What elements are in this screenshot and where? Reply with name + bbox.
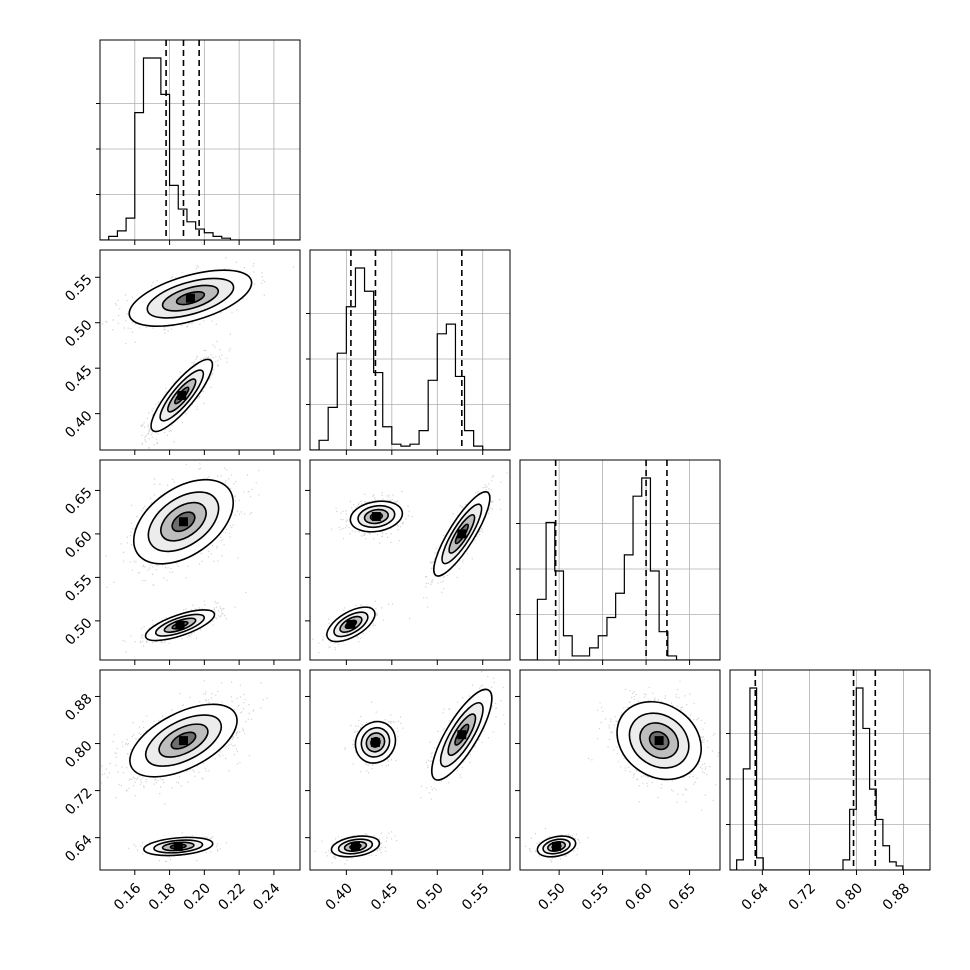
- scatter-frame-2-0: [99, 459, 301, 661]
- density-peak-2-1-1: [457, 529, 467, 539]
- panels-layer: 0.16 0.18 0.20 0.22 0.24 0.40 0.45 0.50 0.55 0.50…: [62, 39, 931, 914]
- scatter-frame-2-1: [309, 459, 511, 661]
- yticklabel-3-2: 0.80: [62, 738, 95, 771]
- xticklabel-2-3: 0.65: [666, 880, 699, 913]
- hist-panel-2: [516, 459, 721, 661]
- hist-1-frame: [309, 249, 511, 451]
- hist-3-frame: [729, 669, 931, 871]
- yticklabel-2-3: 0.65: [62, 485, 95, 518]
- yticklabel-2-0: 0.50: [62, 615, 95, 648]
- density-peak-3-0-0: [178, 736, 188, 746]
- density-peak-3-2-1: [552, 841, 562, 851]
- density-peak-1-0-0: [177, 390, 187, 400]
- hist-panel-0: [96, 39, 301, 241]
- density-peak-3-2-0: [654, 736, 664, 746]
- hist-panel-3: [726, 669, 931, 871]
- density-peak-3-1-0: [370, 737, 380, 747]
- hist-panel-1: [306, 249, 511, 451]
- hist-2-steps: [520, 477, 720, 660]
- hist-1-steps: [310, 267, 510, 450]
- yticklabel-3-1: 0.72: [62, 785, 95, 818]
- xticklabel-2-0: 0.50: [535, 880, 568, 913]
- yticklabel-1-0: 0.40: [62, 408, 95, 441]
- density-peak-2-0-1: [175, 620, 185, 630]
- scatter-inner-2-0: [105, 463, 260, 653]
- density-peak-2-1-2: [346, 619, 356, 629]
- xticklabel-1-2: 0.50: [414, 880, 447, 913]
- yticklabel-1-1: 0.45: [62, 363, 95, 396]
- xticklabel-1-1: 0.45: [368, 880, 401, 913]
- scatter-panel-3-2: [515, 669, 721, 875]
- scatter-panel-2-1: [305, 459, 511, 665]
- scatter-frame-3-0: [99, 669, 301, 871]
- yticklabel-2-2: 0.60: [62, 528, 95, 561]
- xticklabel-2-1: 0.55: [579, 880, 612, 913]
- scatter-panel-2-0: [95, 459, 301, 665]
- density-peak-3-0-1: [173, 841, 183, 851]
- density-peak-2-1-0: [371, 512, 381, 522]
- scatter-inner-3-2: [524, 680, 720, 863]
- xticklabel-3-0: 0.64: [739, 880, 772, 913]
- xticklabel-0-0: 0.16: [111, 880, 144, 913]
- yticklabel-1-3: 0.55: [62, 272, 95, 305]
- xticklabel-0-2: 0.20: [181, 880, 214, 913]
- xticklabel-3-2: 0.80: [833, 880, 866, 913]
- hist-3-steps: [730, 687, 930, 870]
- density-peak-3-1-1: [457, 730, 467, 740]
- scatter-panel-3-0: [95, 669, 301, 875]
- scatter-inner-2-1: [312, 472, 508, 654]
- hist-0-steps: [100, 57, 300, 240]
- hist-0-frame: [99, 39, 301, 241]
- scatter-inner-3-1: [314, 671, 506, 865]
- scatter-frame-3-2: [519, 669, 721, 871]
- density-peak-2-0-0: [178, 517, 188, 527]
- yticklabel-2-1: 0.55: [62, 572, 95, 605]
- xticklabel-0-3: 0.22: [215, 880, 248, 913]
- scatter-frame-1-0: [99, 249, 301, 451]
- xticklabel-0-4: 0.24: [250, 880, 283, 913]
- yticklabel-3-0: 0.64: [62, 832, 95, 865]
- xticklabel-0-1: 0.18: [146, 880, 179, 913]
- xticklabel-3-3: 0.88: [880, 880, 913, 913]
- xticklabel-2-2: 0.60: [622, 880, 655, 913]
- scatter-inner-3-0: [101, 680, 268, 863]
- yticklabel-3-3: 0.88: [62, 691, 95, 724]
- scatter-frame-3-1: [309, 669, 511, 871]
- xticklabel-1-0: 0.40: [323, 880, 356, 913]
- scatter-inner-1-0: [102, 257, 295, 449]
- yticklabel-1-2: 0.50: [62, 317, 95, 350]
- density-peak-3-1-2: [350, 841, 360, 851]
- scatter-panel-1-0: [95, 249, 301, 455]
- xticklabel-3-1: 0.72: [786, 880, 819, 913]
- scatter-panel-3-1: [305, 669, 511, 875]
- density-peak-1-0-1: [185, 293, 195, 303]
- xticklabel-1-3: 0.55: [459, 880, 492, 913]
- hist-2-frame: [519, 459, 721, 661]
